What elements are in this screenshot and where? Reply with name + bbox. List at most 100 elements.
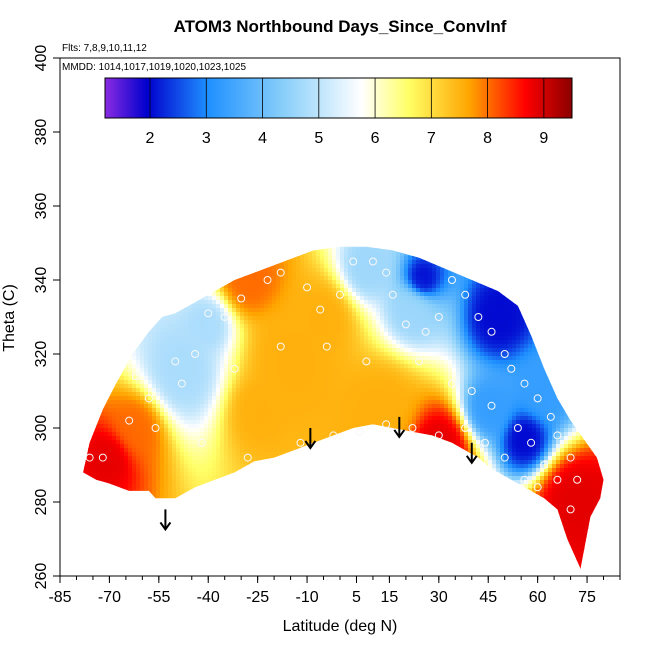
field-cell: [188, 524, 193, 529]
field-cell: [252, 468, 257, 473]
field-cell: [156, 372, 161, 377]
field-cell: [172, 512, 177, 517]
field-cell: [236, 564, 241, 569]
field-cell: [128, 552, 133, 557]
field-cell: [248, 548, 253, 553]
field-cell: [252, 444, 257, 449]
field-cell: [176, 476, 181, 481]
field-cell: [292, 248, 297, 253]
field-cell: [292, 408, 297, 413]
field-cell: [160, 536, 165, 541]
field-cell: [72, 372, 77, 377]
field-cell: [276, 476, 281, 481]
field-cell: [72, 300, 77, 305]
field-cell: [172, 476, 177, 481]
field-cell: [216, 344, 221, 349]
field-cell: [156, 564, 161, 569]
field-cell: [240, 456, 245, 461]
field-cell: [236, 440, 241, 445]
field-cell: [124, 380, 129, 385]
field-cell: [84, 560, 89, 565]
field-cell: [212, 408, 217, 413]
field-cell: [272, 284, 277, 289]
field-cell: [168, 296, 173, 301]
field-cell: [204, 246, 209, 249]
field-cell: [128, 264, 133, 269]
field-cell: [272, 300, 277, 305]
field-cell: [108, 492, 113, 497]
field-cell: [92, 480, 97, 485]
field-cell: [128, 368, 133, 373]
field-cell: [268, 340, 273, 345]
field-cell: [160, 512, 165, 517]
field-cell: [64, 504, 69, 509]
field-cell: [88, 472, 93, 477]
field-cell: [104, 404, 109, 409]
field-cell: [164, 344, 169, 349]
field-cell: [84, 512, 89, 517]
field-cell: [152, 364, 157, 369]
field-cell: [92, 272, 97, 277]
field-cell: [60, 260, 65, 265]
field-cell: [168, 436, 173, 441]
field-cell: [180, 524, 185, 529]
field-cell: [248, 532, 253, 537]
field-cell: [204, 420, 209, 425]
field-cell: [148, 540, 153, 545]
field-cell: [140, 316, 145, 321]
field-cell: [116, 432, 121, 437]
field-cell: [272, 528, 277, 533]
field-cell: [212, 472, 217, 477]
field-cell: [184, 246, 189, 249]
field-cell: [252, 420, 257, 425]
field-cell: [264, 364, 269, 369]
field-cell: [60, 272, 65, 277]
field-cell: [260, 452, 265, 457]
field-cell: [160, 432, 165, 437]
field-cell: [224, 556, 229, 561]
field-cell: [280, 516, 285, 521]
field-cell: [76, 408, 81, 413]
field-cell: [224, 360, 229, 365]
field-cell: [208, 260, 213, 265]
field-cell: [100, 364, 105, 369]
field-cell: [184, 284, 189, 289]
field-cell: [244, 544, 249, 549]
field-cell: [220, 276, 225, 281]
field-cell: [196, 312, 201, 317]
field-cell: [172, 452, 177, 457]
field-cell: [124, 348, 129, 353]
field-cell: [196, 456, 201, 461]
field-cell: [152, 356, 157, 361]
field-cell: [164, 352, 169, 357]
field-cell: [83, 380, 85, 385]
field-cell: [288, 392, 293, 397]
field-cell: [196, 480, 201, 485]
field-cell: [260, 548, 265, 553]
field-cell: [188, 372, 193, 377]
field-cell: [228, 324, 233, 329]
field-cell: [148, 376, 153, 381]
field-cell: [248, 340, 253, 345]
field-cell: [172, 324, 177, 329]
field-cell: [124, 468, 129, 473]
field-cell: [272, 492, 277, 497]
field-cell: [248, 568, 253, 569]
field-cell: [284, 336, 289, 341]
field-cell: [96, 416, 101, 421]
field-cell: [276, 240, 281, 245]
field-cell: [224, 504, 229, 509]
field-cell: [176, 412, 181, 417]
field-cell: [160, 280, 165, 285]
field-cell: [76, 540, 81, 545]
field-cell: [132, 344, 137, 349]
field-cell: [83, 448, 85, 453]
field-cell: [100, 544, 105, 549]
field-cell: [136, 528, 141, 533]
field-cell: [292, 336, 297, 341]
field-cell: [256, 328, 261, 333]
field-cell: [156, 312, 161, 317]
field-cell: [124, 336, 129, 341]
field-cell: [124, 272, 129, 277]
field-cell: [112, 268, 117, 273]
